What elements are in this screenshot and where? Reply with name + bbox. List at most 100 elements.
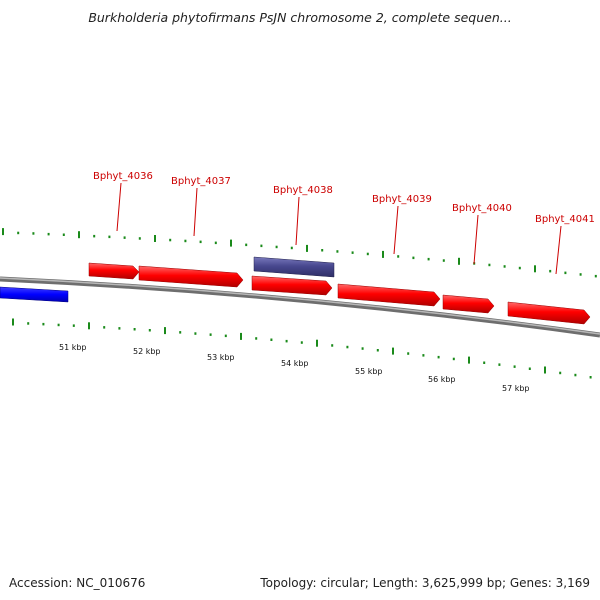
gene-arrow-bphyt-4036[interactable]: [88, 262, 140, 280]
minor-tick: [513, 365, 516, 368]
gene-arrow-bphyt-4041b[interactable]: [507, 301, 591, 325]
minor-tick: [442, 259, 445, 262]
minor-tick: [361, 347, 364, 350]
major-tick: [382, 250, 384, 258]
scale-label: 51 kbp: [59, 343, 87, 352]
minor-tick: [57, 323, 60, 327]
minor-tick: [118, 327, 121, 330]
minor-tick: [148, 329, 151, 332]
minor-tick: [376, 349, 379, 352]
minor-tick: [452, 357, 455, 361]
major-tick: [534, 265, 536, 273]
minor-tick: [179, 331, 182, 334]
minor-tick: [498, 363, 501, 366]
minor-tick: [366, 252, 369, 256]
major-tick: [458, 257, 460, 265]
major-tick: [230, 239, 232, 247]
minor-tick: [559, 371, 562, 375]
gene-label-bphyt-4040[interactable]: Bphyt_4040: [452, 203, 512, 214]
major-tick: [12, 318, 14, 326]
scale-label: 57 kbp: [502, 384, 530, 393]
minor-tick: [72, 324, 75, 327]
minor-tick: [194, 332, 197, 335]
minor-tick: [518, 266, 521, 270]
minor-tick: [17, 231, 20, 235]
gene-label-bphyt-4036[interactable]: Bphyt_4036: [93, 171, 153, 182]
minor-tick: [245, 243, 248, 247]
major-tick: [88, 322, 90, 330]
minor-tick: [108, 235, 111, 239]
gene-label-bphyt-4038[interactable]: Bphyt_4038: [273, 185, 333, 196]
topology-summary-text: Topology: circular; Length: 3,625,999 bp…: [260, 576, 590, 590]
gene-label-bphyt-4041[interactable]: Bphyt_4041: [535, 214, 595, 225]
gene-other-strand[interactable]: [0, 286, 69, 303]
scale-label: 55 kbp: [355, 367, 383, 376]
minor-tick: [270, 338, 273, 341]
major-tick: [78, 231, 80, 239]
major-tick: [2, 228, 4, 236]
minor-tick: [62, 233, 65, 236]
minor-tick: [331, 344, 334, 347]
minor-tick: [321, 249, 324, 252]
minor-tick: [427, 257, 430, 261]
major-tick: [240, 332, 242, 340]
scale-label: 54 kbp: [281, 359, 309, 368]
minor-tick: [346, 345, 349, 349]
chromosome-backbone-highlight: [0, 277, 600, 335]
minor-tick: [209, 333, 212, 336]
minor-tick: [42, 322, 45, 326]
gene-arrow-bphyt-4037[interactable]: [138, 265, 244, 288]
major-tick: [392, 347, 394, 355]
minor-tick: [422, 354, 425, 357]
minor-tick: [397, 255, 400, 258]
scale-label: 52 kbp: [133, 347, 161, 356]
minor-tick: [549, 269, 552, 273]
minor-tick: [564, 271, 567, 275]
major-tick: [468, 356, 470, 364]
scale-label: 53 kbp: [207, 353, 235, 362]
minor-tick: [103, 326, 106, 329]
minor-tick: [351, 251, 354, 254]
gene-arrow-bphyt-4039[interactable]: [251, 275, 333, 296]
minor-tick: [589, 376, 592, 379]
minor-tick: [123, 236, 126, 239]
minor-tick: [528, 367, 531, 370]
minor-tick: [290, 246, 293, 250]
chromosome-backbone: [0, 276, 600, 338]
minor-tick: [169, 238, 172, 242]
minor-tick: [594, 274, 597, 278]
minor-tick: [488, 263, 491, 267]
lower-tick-track: [12, 318, 592, 379]
minor-tick: [503, 265, 506, 268]
minor-tick: [133, 328, 136, 331]
scale-label: 56 kbp: [428, 375, 456, 384]
label-leader-4038: [295, 196, 300, 246]
gene-arrow-bphyt-4041a[interactable]: [442, 294, 495, 314]
major-tick: [154, 235, 156, 242]
gene-arrow-bphyt-4040[interactable]: [337, 283, 441, 307]
minor-tick: [27, 322, 30, 325]
label-leader-4039: [393, 205, 399, 255]
gene-label-bphyt-4039[interactable]: Bphyt_4039: [372, 194, 432, 205]
minor-tick: [300, 341, 303, 344]
minor-tick: [138, 237, 141, 240]
label-leader-4041: [555, 225, 562, 275]
minor-tick: [336, 250, 339, 253]
minor-tick: [255, 337, 258, 340]
page-title: Burkholderia phytofirmans PsJN chromosom…: [88, 10, 512, 25]
major-tick: [306, 244, 308, 252]
minor-tick: [260, 244, 263, 248]
major-tick: [316, 339, 318, 347]
minor-tick: [199, 240, 202, 244]
label-leader-4037: [193, 187, 198, 237]
gene-label-bphyt-4037[interactable]: Bphyt_4037: [171, 176, 231, 187]
minor-tick: [412, 256, 415, 260]
minor-tick: [93, 234, 96, 238]
minor-tick: [184, 239, 187, 243]
minor-tick: [407, 352, 410, 355]
major-tick: [164, 327, 166, 335]
label-leader-4036: [116, 182, 122, 232]
gene-arrow-bphyt-4038[interactable]: [253, 256, 335, 278]
minor-tick: [275, 245, 278, 249]
